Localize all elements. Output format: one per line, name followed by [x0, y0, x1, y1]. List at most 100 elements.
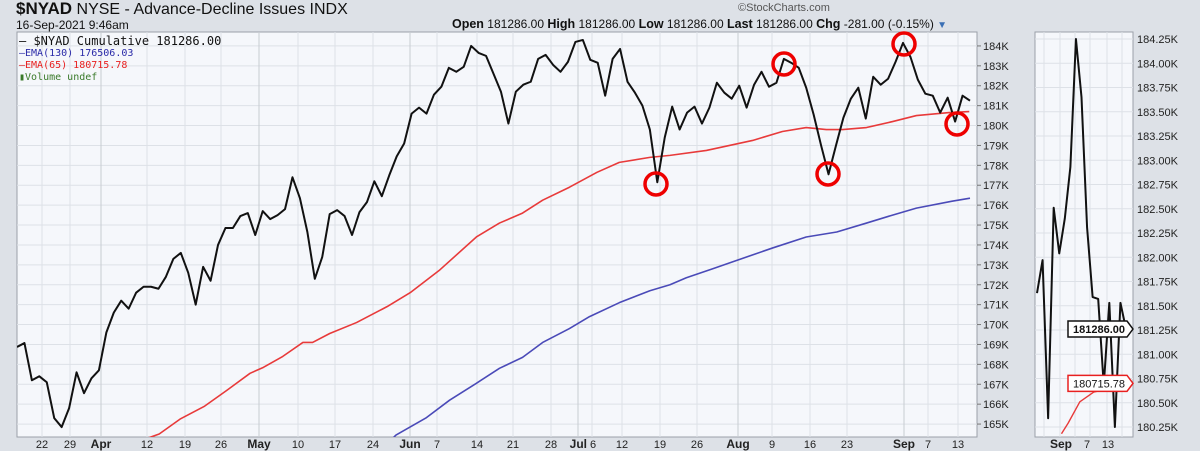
legend-main: — $NYAD Cumulative 181286.00: [19, 34, 222, 48]
x-tick-label: 22: [36, 439, 48, 451]
legend-ema130: —EMA(130) 176506.03: [19, 48, 134, 59]
x-tick-label: 7: [1084, 439, 1090, 451]
legend: — $NYAD Cumulative 181286.00 —EMA(130) 1…: [19, 34, 221, 84]
main-plot-area: [16, 31, 978, 438]
x-tick-label: 13: [952, 439, 964, 451]
x-tick-label: 26: [691, 439, 703, 451]
y-tick-label: 182.00K: [1137, 252, 1179, 264]
y-tick-label: 173K: [983, 260, 1009, 272]
y-tick-label: 180.25K: [1137, 422, 1179, 434]
low-value: 181286.00: [666, 17, 724, 31]
x-tick-label: 14: [471, 439, 483, 451]
bar-chart-icon: ▮: [19, 72, 26, 83]
annotation-circle: [643, 171, 669, 197]
y-tick-label: 175K: [983, 220, 1009, 232]
x-tick-label: 7: [925, 439, 931, 451]
x-tick-label: 19: [179, 439, 191, 451]
high-value: 181286.00: [578, 17, 636, 31]
annotation-circle: [771, 51, 797, 77]
ema65-price-tag-box: [1067, 374, 1134, 393]
x-tick-label: 29: [64, 439, 76, 451]
x-tick-label: 19: [654, 439, 666, 451]
y-tick-label: 181.50K: [1137, 301, 1179, 313]
y-tick-label: 183.75K: [1137, 83, 1179, 95]
ema65-line: [148, 110, 970, 437]
last-price-tag-box: [1067, 320, 1134, 338]
y-tick-label: 181K: [983, 101, 1009, 113]
x-tick-label: 13: [1102, 439, 1114, 451]
x-tick-label: 23: [841, 439, 853, 451]
last-label: Last: [727, 17, 753, 31]
ema130-line: [392, 197, 971, 437]
y-tick-label: 180.50K: [1137, 398, 1179, 410]
y-tick-label: 177K: [983, 180, 1009, 192]
last-value: 181286.00: [756, 17, 813, 31]
x-tick-label: 9: [769, 439, 775, 451]
x-tick-label: 10: [292, 439, 304, 451]
low-label: Low: [638, 17, 664, 31]
y-tick-label: 171K: [983, 300, 1009, 312]
x-tick-label: 26: [215, 439, 227, 451]
chg-label: Chg: [816, 17, 841, 31]
side-nyad-line: [1036, 38, 1127, 428]
x-tick-label: 28: [545, 439, 557, 451]
y-tick-label: 183.00K: [1137, 155, 1179, 167]
y-tick-label: 180K: [983, 121, 1009, 133]
y-tick-label: 178K: [983, 160, 1009, 172]
open-value: 181286.00: [487, 17, 545, 31]
x-tick-label: 17: [329, 439, 341, 451]
x-tick-label: 7: [434, 439, 440, 451]
y-tick-label: 182.50K: [1137, 204, 1179, 216]
y-tick-label: 183.25K: [1137, 131, 1179, 143]
x-tick-label: 24: [367, 439, 379, 451]
y-tick-label: 181.00K: [1137, 349, 1179, 361]
y-tick-label: 166K: [983, 399, 1009, 411]
ema65-price-tag: 180715.78: [1073, 378, 1125, 390]
chart-date: 16-Sep-2021 9:46am: [16, 18, 129, 32]
x-tick-label: Jun: [399, 437, 420, 451]
y-tick-label: 182.75K: [1137, 180, 1179, 192]
description: NYSE - Advance-Decline Issues INDX: [76, 1, 348, 18]
y-tick-label: 180.75K: [1137, 374, 1179, 386]
annotation-circle: [944, 111, 970, 137]
x-tick-label: 12: [141, 439, 153, 451]
y-tick-label: 170K: [983, 320, 1009, 332]
y-tick-label: 179K: [983, 140, 1009, 152]
y-tick-label: 184.00K: [1137, 58, 1179, 70]
x-tick-label: 6: [590, 439, 596, 451]
legend-volume: ▮Volume undef: [19, 72, 221, 84]
triangle-down-icon[interactable]: ▼: [937, 20, 948, 31]
x-tick-label: 12: [616, 439, 628, 451]
y-tick-label: 182.25K: [1137, 228, 1179, 240]
legend-ema65: —EMA(65) 180715.78: [19, 60, 128, 71]
x-tick-label: May: [247, 437, 271, 451]
x-tick-label: Aug: [726, 437, 749, 451]
y-tick-label: 184.25K: [1137, 34, 1179, 46]
y-tick-label: 168K: [983, 359, 1009, 371]
y-tick-label: 174K: [983, 240, 1009, 252]
last-price-tag: 181286.00: [1073, 324, 1125, 336]
y-tick-label: 182K: [983, 81, 1009, 93]
chart-title: $NYAD NYSE - Advance-Decline Issues INDX: [16, 0, 348, 19]
x-tick-label: Sep: [1050, 437, 1072, 451]
y-tick-label: 176K: [983, 200, 1009, 212]
chg-value: -281.00 (-0.15%): [843, 17, 934, 31]
high-label: High: [547, 17, 576, 31]
y-tick-label: 172K: [983, 280, 1009, 292]
x-tick-label: Sep: [893, 437, 915, 451]
y-tick-label: 183K: [983, 61, 1009, 73]
annotation-circles: [643, 31, 970, 197]
x-tick-label: Jul: [570, 437, 587, 451]
credit: ©StockCharts.com: [738, 2, 830, 14]
y-tick-label: 183.50K: [1137, 107, 1179, 119]
y-tick-label: 169K: [983, 339, 1009, 351]
annotation-circle: [891, 31, 917, 57]
nyad-line: [17, 38, 971, 429]
open-label: Open: [452, 17, 484, 31]
x-tick-label: 21: [507, 439, 519, 451]
legend-volume-label: Volume undef: [25, 72, 98, 83]
y-tick-label: 165K: [983, 419, 1009, 431]
symbol: $NYAD: [16, 0, 73, 18]
x-tick-label: Apr: [91, 437, 112, 451]
